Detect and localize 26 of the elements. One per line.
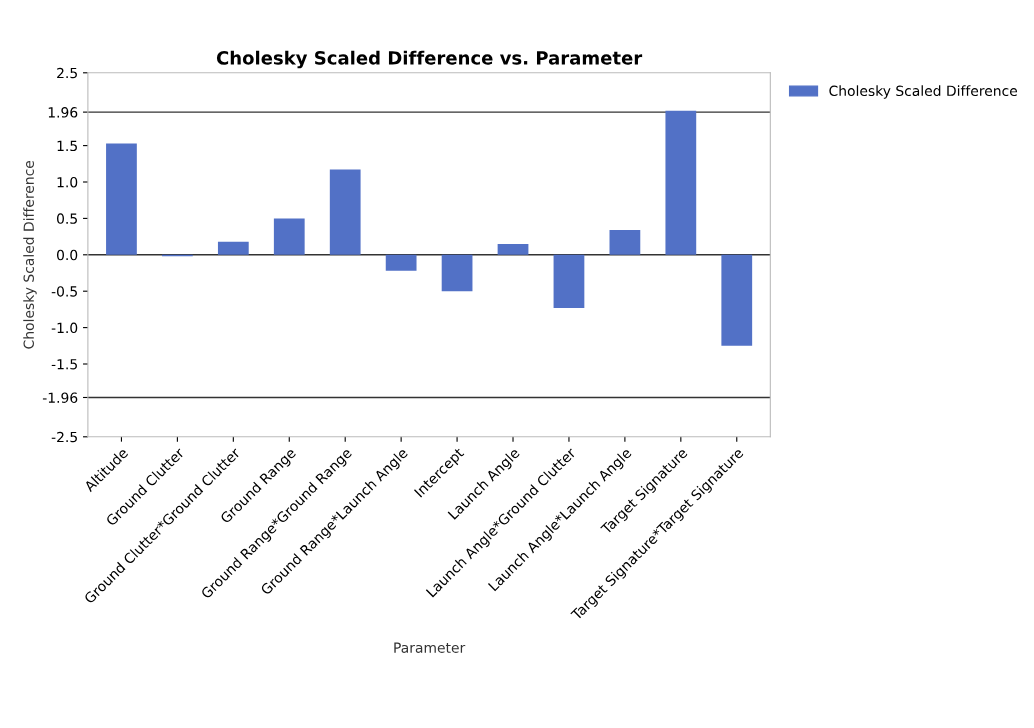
x-axis-title: Parameter: [394, 642, 466, 653]
y-axis-title: Cholesky Scaled Difference: [23, 160, 37, 349]
y-tick-label: -1.0: [51, 322, 78, 334]
bar: [329, 169, 361, 255]
y-tick-label: 0.0: [57, 249, 78, 261]
bar: [441, 254, 473, 292]
bar: [273, 218, 305, 255]
bar: [385, 254, 417, 271]
chart-title: Cholesky Scaled Difference vs. Parameter: [216, 50, 643, 69]
y-tick-label: 0.5: [57, 213, 77, 224]
y-tick-label: 1.5: [57, 140, 77, 152]
y-tick-label: 1.0: [57, 176, 78, 188]
bar: [609, 230, 641, 255]
bar: [217, 241, 249, 255]
bar: [553, 254, 585, 308]
y-tick-label: -1.96: [42, 392, 78, 403]
bar: [106, 143, 137, 255]
bar: [721, 254, 753, 346]
y-tick-label: 2.5: [57, 67, 77, 79]
y-tick-label: -2.5: [51, 431, 77, 443]
y-tick-label: -1.5: [51, 359, 77, 370]
bar: [665, 110, 697, 255]
bar: [497, 243, 529, 255]
legend-label: Cholesky Scaled Difference: [829, 85, 1018, 99]
y-tick-label: -0.5: [51, 286, 77, 297]
y-tick-label: 1.96: [48, 107, 78, 118]
